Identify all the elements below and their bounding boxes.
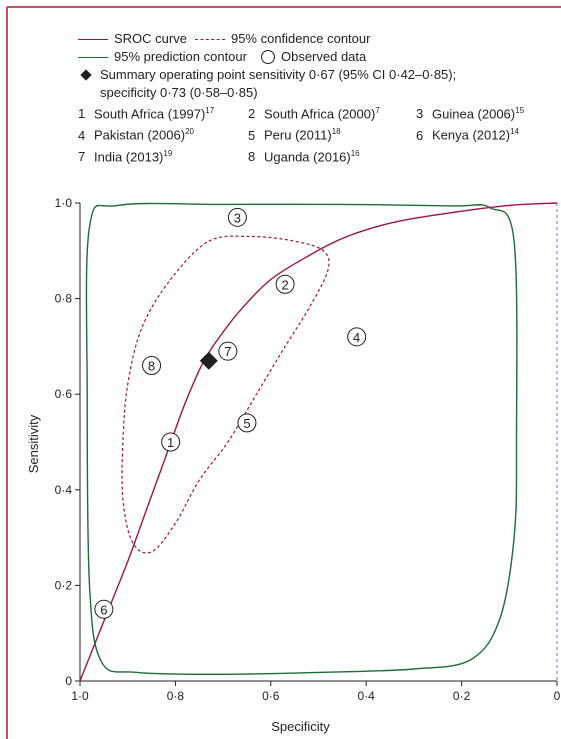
y-tick-label: 0·4 (55, 483, 73, 497)
y-tick-label: 0·8 (55, 292, 73, 306)
legend-summary-line2: specificity 0·73 (0·58–0·85) (100, 85, 258, 100)
study-name: Peru (2011) (264, 127, 332, 143)
study-name: Uganda (2016) (264, 148, 351, 164)
study-number: 5 (248, 127, 256, 143)
observed-point-label: 8 (148, 359, 155, 374)
study-item: 2 South Africa (2000)7 (248, 102, 416, 123)
study-number: 7 (78, 148, 86, 164)
study-number: 4 (78, 127, 86, 143)
study-name: Guinea (2006) (432, 106, 516, 122)
confidence-swatch (194, 38, 225, 40)
observed-point (161, 432, 181, 452)
study-name: South Africa (1997) (94, 106, 206, 122)
study-number: 1 (78, 106, 86, 122)
observed-point-label: 4 (353, 330, 360, 345)
observed-point (142, 356, 162, 376)
study-item: 4 Pakistan (2006)20 (78, 123, 248, 144)
study-reference: 20 (185, 127, 194, 137)
x-tick-label: 0·6 (262, 689, 280, 703)
x-axis-title: Specificity (271, 719, 330, 734)
confidence-contour (121, 235, 330, 554)
observed-point-label: 6 (100, 602, 107, 617)
y-tick-label: 0·2 (55, 578, 73, 592)
observed-point (227, 207, 247, 227)
study-name: India (2013) (94, 148, 164, 164)
prediction-swatch (78, 56, 108, 58)
study-item: 5 Peru (2011)18 (248, 123, 416, 144)
study-reference: 18 (331, 127, 341, 137)
x-tick-label: 0·8 (167, 689, 185, 703)
observed-point (237, 413, 257, 433)
prediction-contour (85, 202, 518, 676)
observed-point-label: 1 (167, 435, 174, 450)
study-name: South Africa (2000) (264, 106, 376, 122)
study-number: 2 (248, 106, 256, 122)
observed-point (94, 599, 114, 619)
sroc-curve (79, 202, 558, 682)
legend-confidence-label: 95% confidence contour (230, 31, 371, 46)
study-item: 7 India (2013)19 (78, 145, 248, 166)
legend-row-summary: Summary operating point sensitivity 0·67… (78, 66, 548, 84)
x-tick-label: 1·0 (71, 689, 89, 703)
study-reference: 16 (350, 148, 360, 158)
legend-row-prediction: 95% prediction contour Observed data (78, 48, 548, 66)
y-axis-title: Sensitivity (26, 414, 41, 473)
observed-point-label: 7 (224, 344, 231, 359)
x-tick-label: 0·2 (453, 689, 471, 703)
observed-point (218, 341, 238, 361)
summary-point-diamond (199, 351, 218, 370)
study-item: 6 Kenya (2012)14 (416, 123, 548, 144)
study-number: 8 (248, 148, 256, 164)
x-tick-label: 0 (554, 689, 561, 703)
study-reference: 7 (375, 106, 380, 115)
chart-legend: SROC curve 95% confidence contour 95% pr… (78, 30, 548, 166)
study-reference: 15 (515, 106, 525, 115)
x-tick-label: 0·4 (358, 689, 376, 703)
legend-summary-line1: Summary operating point sensitivity 0·67… (100, 67, 457, 82)
study-item: 3 Guinea (2006)15 (416, 102, 548, 123)
study-list: 1 South Africa (1997)17 2 South Africa (200… (78, 102, 548, 166)
y-tick-label: 0 (65, 674, 72, 688)
y-tick-label: 1·0 (55, 196, 73, 210)
study-reference: 14 (510, 127, 519, 137)
study-name: Pakistan (2006) (94, 127, 186, 143)
observed-point (275, 274, 295, 294)
observed-point (347, 327, 367, 347)
study-reference: 17 (205, 106, 215, 115)
study-number: 6 (416, 127, 424, 143)
study-reference: 19 (163, 148, 173, 158)
observed-circle-icon (260, 50, 275, 64)
study-item: 8 Uganda (2016)16 (248, 145, 416, 166)
legend-prediction-label: 95% prediction contour (114, 49, 247, 64)
legend-observed-label: Observed data (280, 49, 367, 64)
study-name: Kenya (2012) (432, 127, 511, 143)
observed-point-label: 2 (281, 277, 288, 292)
legend-row-curves: SROC curve 95% confidence contour (78, 30, 548, 48)
legend-sroc-label: SROC curve (114, 31, 187, 46)
sroc-swatch (78, 38, 108, 40)
observed-point-label: 3 (234, 210, 241, 225)
study-item: 1 South Africa (1997)17 (78, 102, 248, 123)
observed-point-label: 5 (243, 416, 250, 431)
study-number: 3 (416, 106, 424, 122)
y-tick-label: 0·6 (55, 387, 73, 401)
legend-row-summary-cont: specificity 0·73 (0·58–0·85) (78, 84, 548, 102)
